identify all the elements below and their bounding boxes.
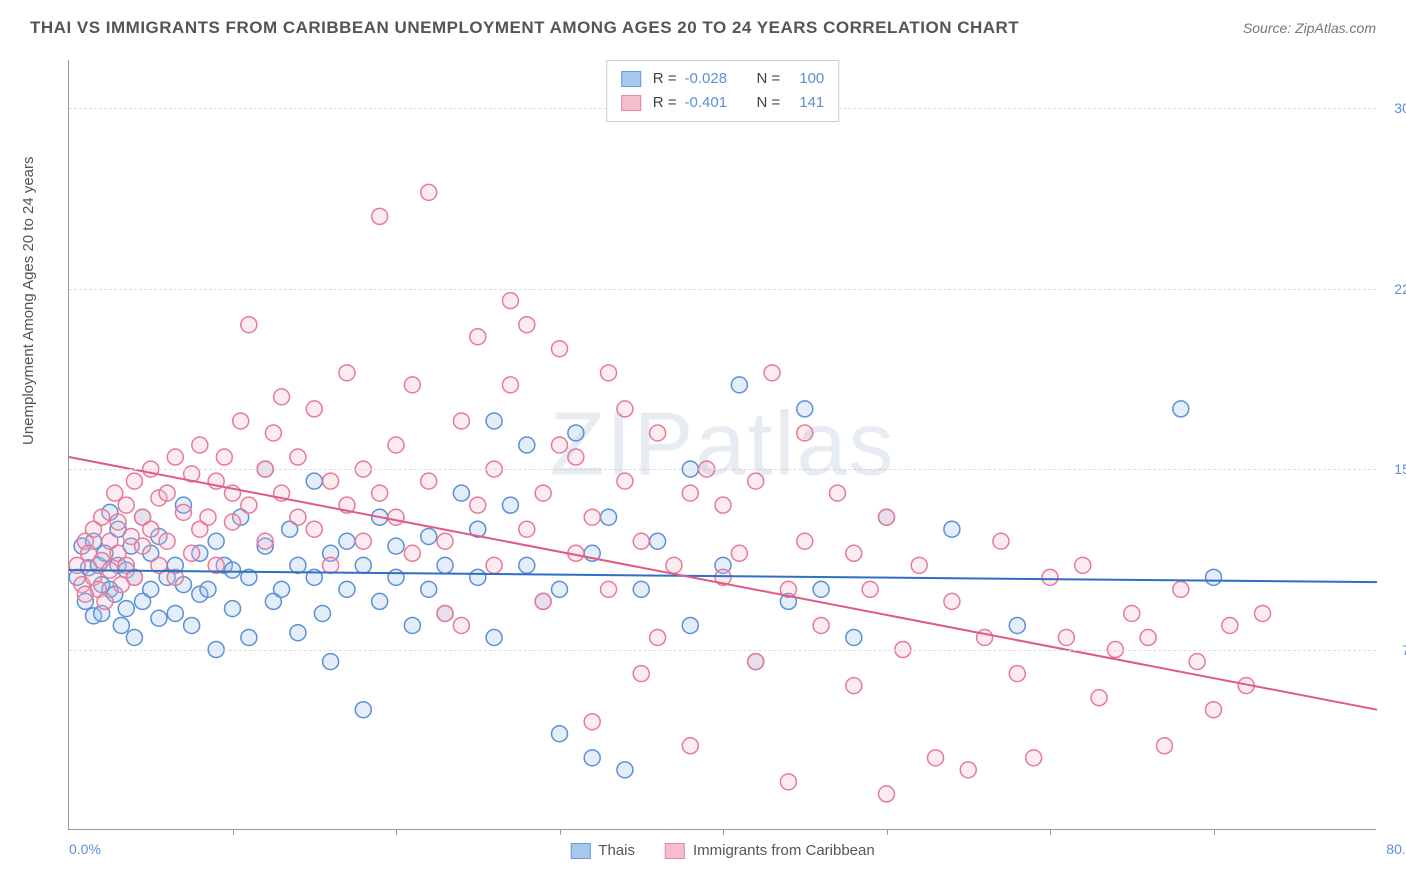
r-label-1: R =	[653, 91, 677, 115]
gridline-h	[69, 469, 1376, 470]
legend-bottom-swatch-1	[665, 843, 685, 859]
chart-container: Unemployment Among Ages 20 to 24 years Z…	[50, 60, 1376, 860]
legend-stats-row-1: R = -0.401 N = 141	[621, 91, 825, 115]
x-tick	[396, 829, 397, 835]
r-value-1: -0.401	[685, 91, 745, 115]
legend-bottom-item-1: Immigrants from Caribbean	[665, 842, 875, 859]
y-tick-label: 15.0%	[1394, 461, 1406, 477]
legend-bottom: Thais Immigrants from Caribbean	[570, 842, 874, 859]
x-axis-min-label: 0.0%	[69, 841, 101, 857]
y-tick-label: 30.0%	[1394, 100, 1406, 116]
n-value-1: 141	[788, 91, 824, 115]
legend-swatch-1	[621, 95, 641, 111]
chart-title: THAI VS IMMIGRANTS FROM CARIBBEAN UNEMPL…	[30, 18, 1019, 38]
legend-bottom-swatch-0	[570, 843, 590, 859]
trend-line	[69, 457, 1377, 710]
legend-stats-row-0: R = -0.028 N = 100	[621, 67, 825, 91]
x-tick	[887, 829, 888, 835]
y-axis-label: Unemployment Among Ages 20 to 24 years	[20, 156, 37, 445]
y-tick-label: 7.5%	[1402, 642, 1406, 658]
legend-bottom-label-0: Thais	[598, 842, 635, 859]
r-label-0: R =	[653, 67, 677, 91]
legend-bottom-item-0: Thais	[570, 842, 635, 859]
y-tick-label: 22.5%	[1394, 281, 1406, 297]
x-tick	[1050, 829, 1051, 835]
source-attribution: Source: ZipAtlas.com	[1243, 20, 1376, 36]
r-value-0: -0.028	[685, 67, 745, 91]
x-tick	[560, 829, 561, 835]
n-value-0: 100	[788, 67, 824, 91]
plot-area: ZIPatlas R = -0.028 N = 100 R = -0.401 N…	[68, 60, 1376, 830]
trend-lines-layer	[69, 60, 1376, 829]
n-label-0: N =	[757, 67, 781, 91]
legend-bottom-label-1: Immigrants from Caribbean	[693, 842, 875, 859]
x-tick	[233, 829, 234, 835]
legend-stats-box: R = -0.028 N = 100 R = -0.401 N = 141	[606, 60, 840, 122]
gridline-h	[69, 289, 1376, 290]
trend-line	[69, 570, 1377, 582]
n-label-1: N =	[757, 91, 781, 115]
x-tick	[723, 829, 724, 835]
x-tick	[1214, 829, 1215, 835]
gridline-h	[69, 650, 1376, 651]
title-bar: THAI VS IMMIGRANTS FROM CARIBBEAN UNEMPL…	[0, 0, 1406, 48]
x-axis-max-label: 80.0%	[1386, 841, 1406, 857]
legend-swatch-0	[621, 71, 641, 87]
